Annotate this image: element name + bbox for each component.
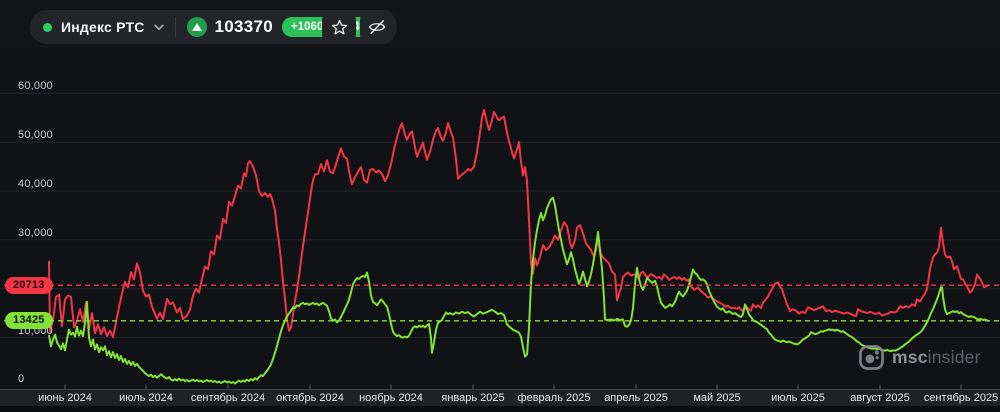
star-icon [331, 19, 347, 34]
x-axis-label: июль 2024 [119, 392, 173, 404]
brand-watermark-text: mscinsider [892, 347, 981, 368]
x-axis-label: июль 2025 [771, 392, 825, 404]
quote-value: 103370 [214, 17, 274, 36]
y-axis-label: 50,000 [18, 129, 53, 142]
brand-watermark: mscinsider [858, 344, 981, 371]
x-axis-label: август 2025 [850, 392, 910, 404]
price-tag-green: 13425 [5, 312, 53, 330]
y-axis-label: 0 [18, 373, 25, 386]
y-axis-label: 40,000 [18, 178, 53, 190]
series-line-green [48, 196, 989, 385]
brand-name-light: insider [927, 347, 981, 367]
x-axis-strip [0, 389, 1000, 406]
eye-off-icon [368, 20, 386, 34]
favorite-button[interactable] [322, 10, 356, 44]
chevron-down-icon[interactable] [153, 24, 164, 31]
x-axis-label: январь 2025 [441, 392, 505, 404]
divider [174, 17, 176, 37]
status-dot-icon [43, 22, 52, 32]
x-axis-label: сентябрь 2025 [923, 392, 999, 404]
x-axis-label: ноябрь 2024 [359, 392, 423, 404]
brand-logo-icon [859, 345, 884, 370]
instrument-name: Индекс РТС [61, 19, 145, 35]
chart-header: Индекс РТС 103370 +1060 (+1.04%) [0, 0, 1000, 55]
x-axis-label: октябрь 2024 [276, 392, 344, 404]
y-axis-label: 60,000 [18, 80, 53, 93]
y-axis-label: 30,000 [18, 226, 53, 239]
x-axis-label: сентябрь 2024 [190, 392, 266, 404]
x-axis-label: июнь 2024 [38, 392, 92, 404]
brand-name-bold: msc [892, 347, 928, 367]
x-axis-label: апрель 2025 [604, 392, 668, 404]
series-line-red [48, 108, 989, 339]
x-axis-label: май 2025 [693, 392, 741, 404]
hide-button[interactable] [360, 10, 394, 44]
trend-up-icon [186, 17, 207, 37]
x-axis-label: февраль 2025 [517, 392, 591, 404]
bottom-strip [0, 406, 1000, 412]
price-tag-red: 20713 [5, 276, 53, 294]
